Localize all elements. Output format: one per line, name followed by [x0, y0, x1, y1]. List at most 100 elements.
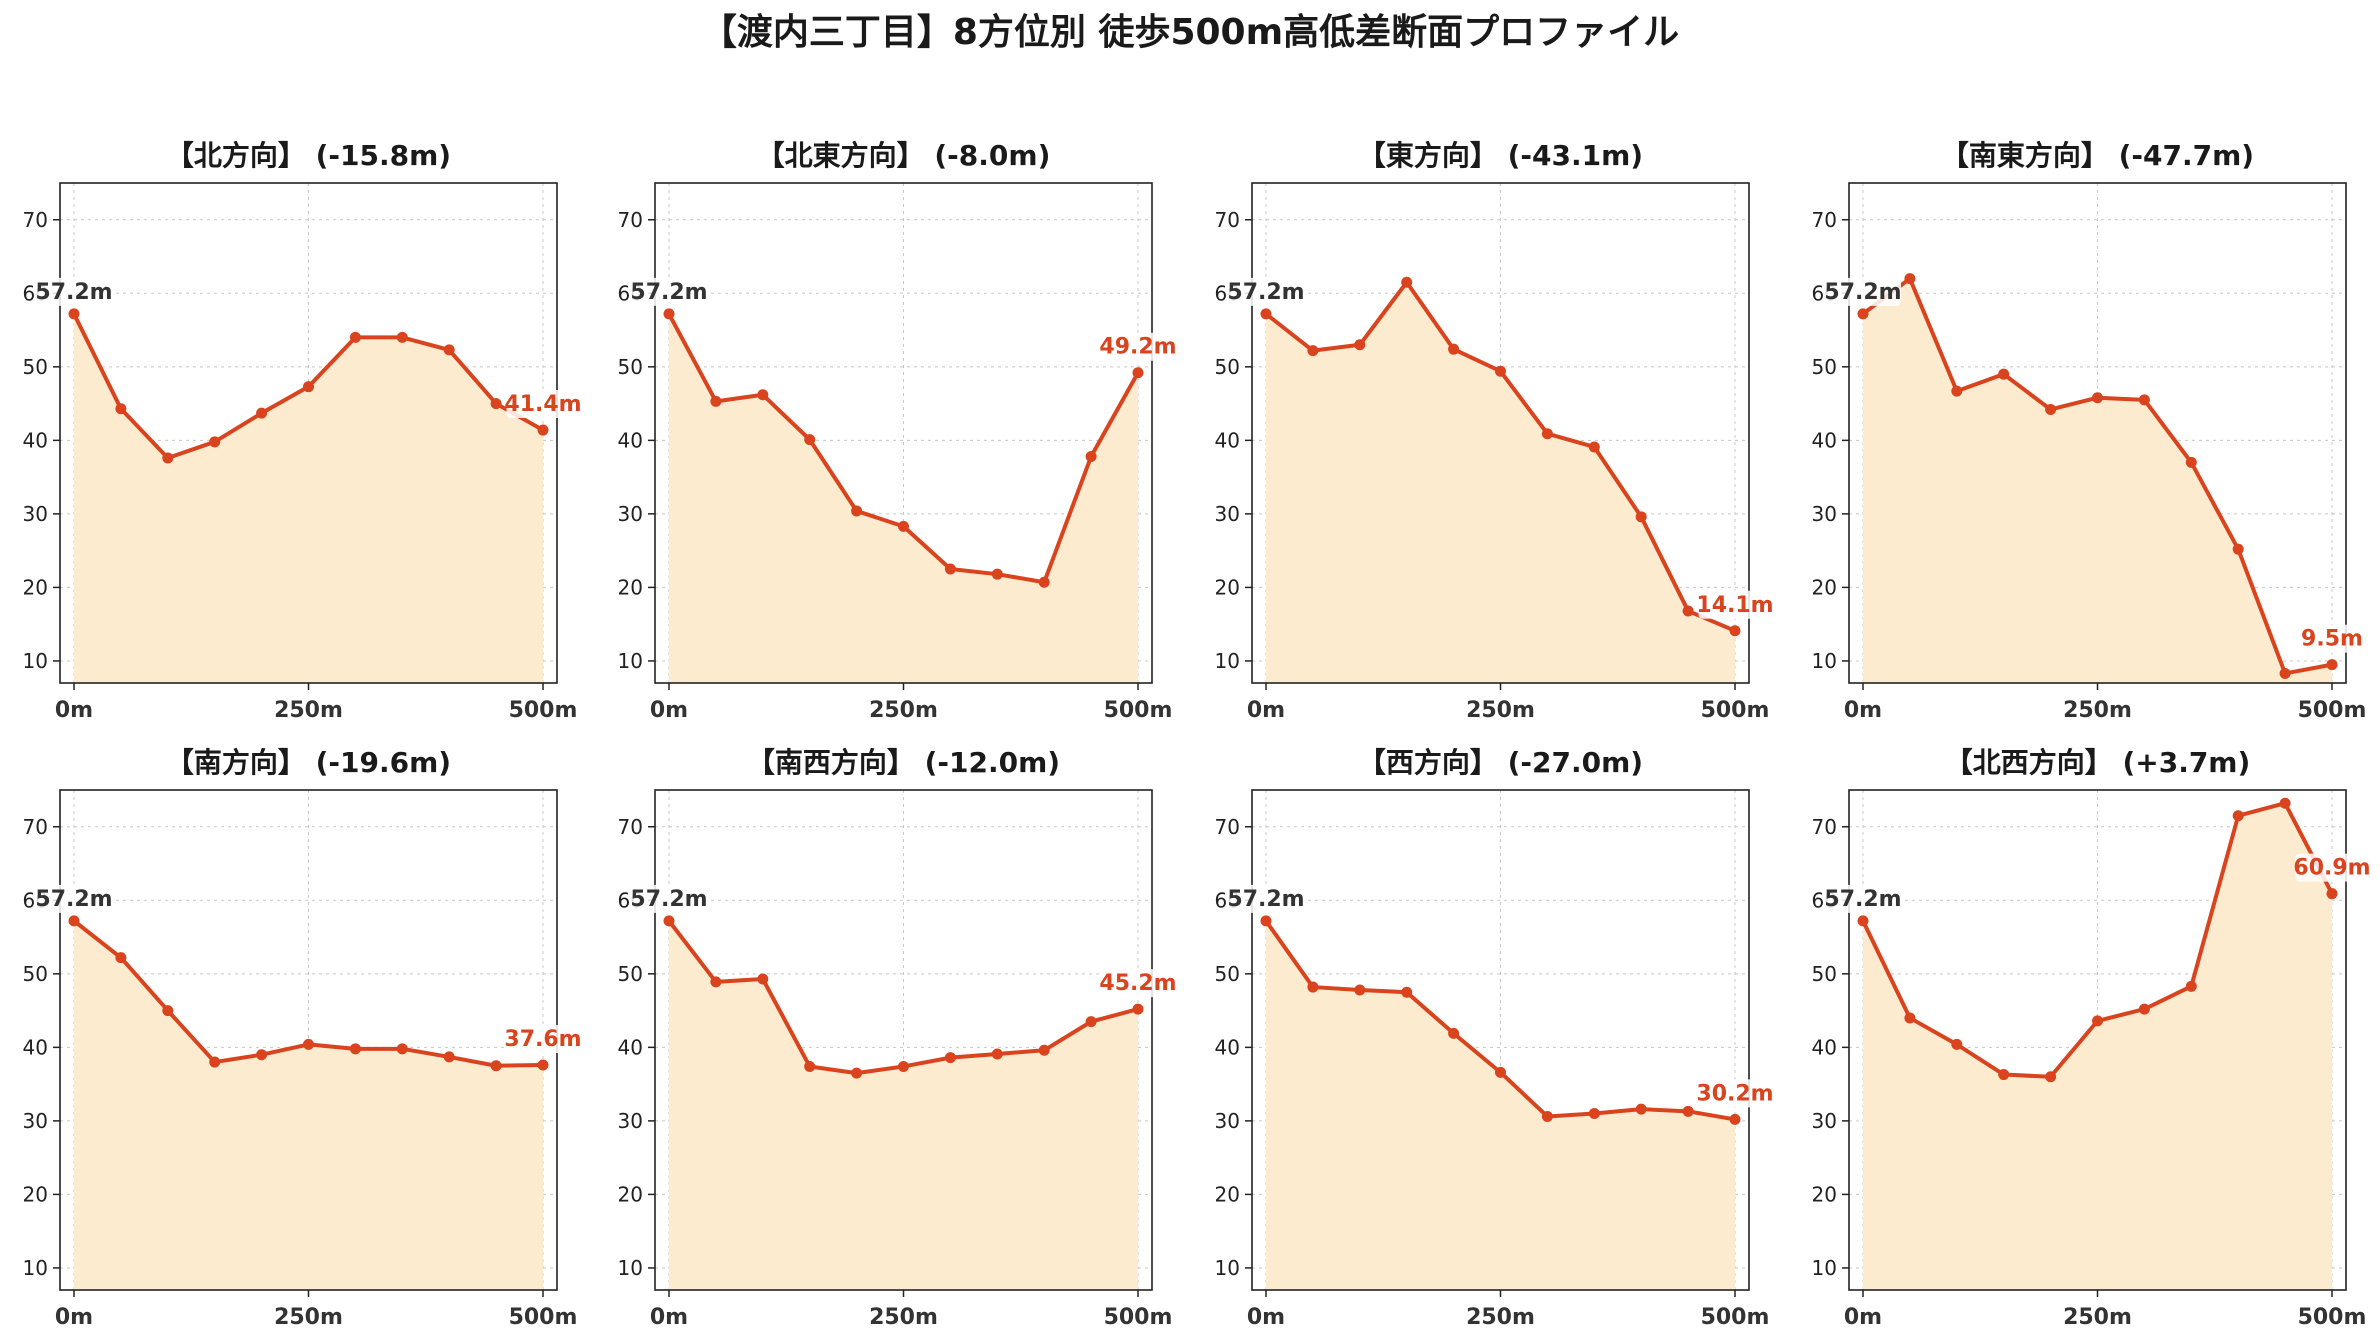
ytick-label: 10 [1812, 1256, 1837, 1280]
ytick-label: 20 [618, 575, 643, 599]
xtick-label: 0m [55, 1305, 93, 1330]
ytick-label: 30 [23, 502, 48, 526]
start-label-box [631, 884, 707, 913]
data-point [1132, 367, 1144, 379]
end-elevation-label: 37.6m [504, 1027, 581, 1052]
data-point [1588, 1108, 1600, 1120]
data-point [1448, 1027, 1460, 1039]
data-point [1951, 385, 1963, 397]
data-point [1729, 625, 1741, 637]
end-label-box [506, 390, 580, 419]
data-point [2138, 394, 2150, 406]
start-label-box [1228, 277, 1304, 306]
xtick-label: 500m [1104, 1305, 1173, 1330]
data-point [115, 403, 127, 415]
data-point [804, 434, 816, 446]
elevation-area [669, 313, 1138, 683]
data-point [2232, 543, 2244, 555]
ytick-label: 70 [23, 208, 48, 232]
ytick-label: 50 [23, 355, 48, 379]
data-point [162, 1005, 174, 1017]
ytick-label: 10 [1215, 1256, 1240, 1280]
data-point [1354, 339, 1366, 351]
data-point [396, 1043, 408, 1055]
data-point [1857, 915, 1869, 927]
end-elevation-label: 30.2m [1696, 1081, 1773, 1106]
ytick-label: 20 [23, 1182, 48, 1206]
start-elevation-label: 57.2m [35, 280, 112, 305]
data-point [1495, 365, 1506, 377]
panel-title: 【南方向】 (-19.6m) [166, 746, 451, 779]
xtick-label: 250m [2063, 698, 2132, 723]
data-point [898, 520, 909, 532]
xtick-label: 500m [509, 1305, 578, 1330]
ytick-label: 10 [23, 1256, 48, 1280]
data-point [1951, 1038, 1963, 1050]
ytick-label: 30 [1812, 502, 1837, 526]
start-elevation-label: 57.2m [1824, 280, 1901, 305]
figure-title: 【渡内三丁目】8方位別 徒歩500m高低差断面プロファイル [701, 12, 1679, 53]
ytick-label: 20 [618, 1182, 643, 1206]
end-label-box [1101, 332, 1175, 361]
data-point [443, 344, 455, 356]
elevation-area [1863, 278, 2332, 683]
xtick-label: 0m [1247, 1305, 1285, 1330]
xtick-label: 500m [2298, 1305, 2367, 1330]
xtick-label: 250m [274, 1305, 343, 1330]
end-elevation-label: 41.4m [504, 392, 581, 417]
data-point [944, 563, 956, 575]
ytick-label: 10 [1215, 649, 1240, 673]
data-point [1085, 1016, 1097, 1028]
xtick-label: 250m [2063, 1305, 2132, 1330]
xtick-label: 500m [509, 698, 578, 723]
end-label-box [2295, 853, 2369, 882]
data-point [2092, 1015, 2103, 1027]
data-point [209, 436, 221, 448]
xtick-label: 500m [1701, 698, 1770, 723]
data-point [898, 1060, 909, 1072]
data-point [2185, 456, 2197, 468]
ytick-label: 20 [1215, 1182, 1240, 1206]
xtick-label: 500m [2298, 698, 2367, 723]
data-point [1904, 273, 1916, 285]
data-point [1132, 1003, 1144, 1015]
data-point [1729, 1113, 1741, 1125]
xtick-label: 250m [274, 698, 343, 723]
ytick-label: 40 [1215, 1035, 1240, 1059]
ytick-label: 50 [23, 962, 48, 986]
data-point [991, 1048, 1003, 1060]
data-point [1307, 981, 1319, 993]
xtick-label: 0m [1844, 698, 1882, 723]
data-point [1495, 1066, 1506, 1078]
elevation-area [74, 313, 543, 683]
data-point [851, 1067, 863, 1079]
ytick-label: 30 [23, 1109, 48, 1133]
data-point [349, 331, 361, 343]
data-point [2326, 888, 2338, 900]
data-point [537, 1059, 549, 1071]
data-point [349, 1043, 361, 1055]
data-point [537, 424, 549, 436]
ytick-label: 50 [1215, 355, 1240, 379]
data-point [490, 1060, 502, 1072]
data-point [162, 452, 174, 464]
elevation-area [74, 920, 543, 1290]
end-label-box [2302, 624, 2362, 653]
data-point [396, 331, 408, 343]
ytick-label: 10 [618, 1256, 643, 1280]
data-point [991, 568, 1003, 580]
data-point [1904, 1012, 1916, 1024]
xtick-label: 500m [1104, 698, 1173, 723]
start-label-box [36, 277, 112, 306]
ytick-label: 20 [23, 575, 48, 599]
data-point [663, 915, 675, 927]
panel-title: 【南東方向】 (-47.7m) [1941, 139, 2254, 172]
data-point [1401, 276, 1413, 288]
ytick-label: 70 [618, 208, 643, 232]
